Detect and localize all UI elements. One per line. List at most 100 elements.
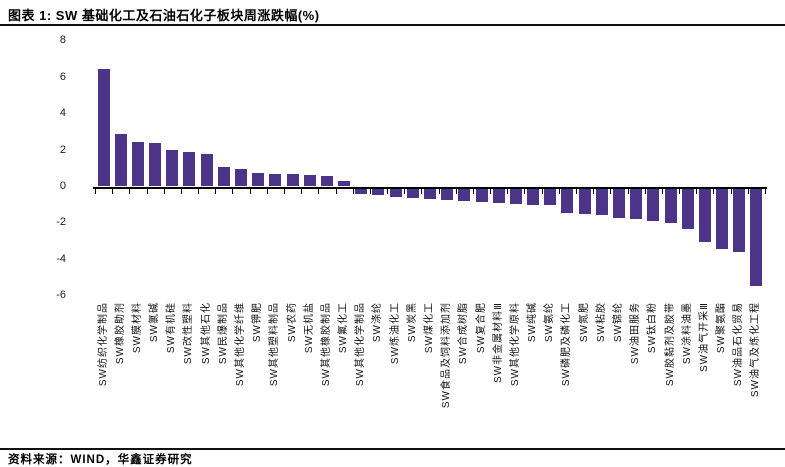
bar: [509, 188, 522, 204]
bar: [630, 188, 643, 219]
axis-tick: [404, 188, 406, 194]
x-axis-label: SW氨纶: [544, 302, 556, 343]
bar: [698, 188, 711, 242]
axis-tick: [112, 188, 114, 194]
y-axis-label: -6: [56, 289, 66, 302]
bar: [183, 151, 196, 187]
bar: [406, 188, 419, 198]
bar: [355, 188, 368, 194]
bar: [424, 188, 436, 200]
x-axis-label: SW食品及饲料添加剂: [441, 302, 453, 409]
axis-tick: [730, 188, 732, 194]
bar: [475, 188, 488, 202]
axis-tick: [249, 188, 251, 194]
axis-tick: [541, 188, 543, 194]
x-axis-label: SW膜材料: [131, 302, 143, 354]
x-axis-label: SW其他化学原料: [509, 302, 521, 387]
axis-tick: [472, 188, 474, 194]
x-axis-label: SW油气及炼化工程: [750, 302, 762, 398]
x-axis-label: SW聚氨酯: [716, 302, 728, 354]
x-axis-label: SW其他塑料制品: [269, 302, 281, 387]
y-axis-label: -4: [56, 252, 66, 265]
bar: [561, 188, 574, 213]
bar: [200, 153, 213, 187]
axis-tick: [146, 188, 148, 194]
bar: [114, 134, 127, 187]
axis-tick: [576, 188, 578, 194]
x-axis-label: SW钛白粉: [647, 302, 659, 354]
x-axis-label: SW有机硅: [166, 302, 178, 354]
bar: [286, 174, 299, 187]
axis-tick: [644, 188, 646, 194]
x-axis-label: SW涂料油墨: [681, 302, 693, 365]
x-axis-label: SW橡胶助剂: [114, 302, 126, 365]
bar: [217, 167, 230, 187]
x-axis-label: SW氯碱: [149, 302, 161, 343]
axis-tick: [266, 188, 268, 194]
axis-tick: [215, 188, 217, 194]
bar: [320, 176, 333, 187]
axis-tick: [301, 188, 303, 194]
bar: [492, 188, 505, 203]
x-axis-label: SW改性塑料: [183, 302, 195, 365]
x-axis-label: SW其他石化: [200, 302, 212, 365]
y-axis-label: 0: [59, 180, 66, 192]
bar: [750, 188, 763, 286]
x-axis-label: SW炭黑: [406, 302, 418, 343]
x-axis-label: SW非金属材料Ⅲ: [492, 302, 504, 384]
x-axis-label: SW其他橡胶制品: [320, 302, 332, 387]
axis-tick: [369, 188, 371, 194]
bar: [733, 188, 746, 252]
axis-tick: [490, 188, 492, 194]
axis-tick: [163, 188, 165, 194]
bar: [664, 188, 677, 223]
axis-tick: [318, 188, 320, 194]
bar: [269, 173, 282, 187]
bar-chart: 8 6 4 2 0 -2 -4 -6 SW纺织化学制品 SW橡胶助剂 SW膜材料 SW氯碱 SW有机硅 S…: [0, 26, 785, 446]
y-axis-label: 8: [59, 34, 66, 47]
x-axis-label: SW其他化学制品: [355, 302, 367, 387]
axis-tick: [232, 188, 234, 194]
bar: [252, 173, 265, 187]
axis-tick: [679, 188, 681, 194]
bar: [612, 188, 625, 218]
axis-tick: [593, 188, 595, 194]
axis-tick: [747, 188, 749, 194]
axis-tick: [765, 188, 766, 194]
top-rule: [0, 24, 785, 26]
axis-tick: [198, 188, 200, 194]
x-axis-label: SW锦纶: [612, 302, 624, 343]
x-axis-label: SW民爆制品: [217, 302, 229, 365]
axis-tick: [283, 188, 285, 194]
x-axis-label: SW粘胶: [595, 302, 607, 343]
bar: [372, 188, 385, 196]
axis-tick: [352, 188, 354, 194]
axis-tick: [524, 188, 526, 194]
bar: [131, 142, 144, 187]
axis-tick: [421, 188, 423, 194]
x-axis-label: SW其他化学纤维: [235, 302, 247, 387]
x-axis-label: SW纯碱: [527, 302, 539, 343]
bottom-rule: [0, 448, 785, 450]
bar: [235, 169, 248, 187]
axis-tick: [558, 188, 560, 194]
x-axis-label: SW纺织化学制品: [97, 302, 109, 387]
axis-tick: [713, 188, 715, 194]
axis-tick: [335, 188, 337, 194]
x-axis-line: [93, 186, 767, 189]
bar: [303, 174, 316, 187]
x-axis-label: SW钾肥: [252, 302, 264, 343]
axis-tick: [661, 188, 663, 194]
x-axis-label: SW胶黏剂及胶带: [664, 302, 676, 387]
axis-tick: [455, 188, 457, 194]
bar: [647, 188, 660, 221]
bar: [149, 143, 162, 187]
x-axis-label: SW油气开采Ⅲ: [698, 302, 710, 373]
axis-tick: [610, 188, 612, 194]
bar: [97, 69, 110, 187]
x-axis-label: SW农药: [286, 302, 298, 343]
x-axis-label: SW煤化工: [424, 302, 435, 354]
figure-title: 图表 1: SW 基础化工及石油石化子板块周涨跌幅(%): [8, 8, 320, 23]
axis-tick: [696, 188, 698, 194]
